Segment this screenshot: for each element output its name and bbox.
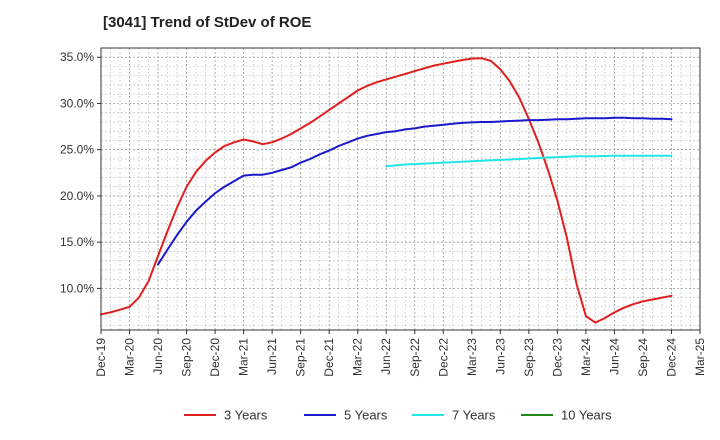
series-line-7-years [385,154,673,168]
x-tick-label: Jun-21 [265,338,279,375]
y-tick-label: 30.0% [60,96,94,110]
x-tick-label: Mar-23 [465,338,479,376]
series-lines [100,57,673,324]
grid-lines [100,47,701,330]
x-tick-label: Dec-23 [550,338,564,377]
x-tick-label: Jun-20 [151,338,165,375]
legend-label: 7 Years [452,408,496,423]
x-tick-label: Dec-22 [436,338,450,377]
series-line-5-years [157,116,673,266]
axis-labels: 10.0% 15.0% 20.0% 25.0% 30.0% 35.0% Dec-19 Mar-… [60,50,707,376]
plot-area-frame [100,47,701,331]
x-tick-label: Dec-21 [322,338,336,377]
legend-label: 10 Years [561,408,612,423]
x-tick-label: Sep-24 [636,338,650,377]
x-tick-label: Dec-19 [94,338,108,377]
x-tick-label: Mar-21 [237,338,251,376]
legend-label: 5 Years [344,408,388,423]
x-tick-label: Sep-23 [522,338,536,377]
x-tick-label: Mar-22 [351,338,365,376]
y-tick-label: 15.0% [60,235,94,249]
x-tick-label: Mar-20 [123,338,137,376]
y-tick-label: 20.0% [60,189,94,203]
chart-title: [3041] Trend of StDev of ROE [103,14,312,31]
x-tick-label: Dec-24 [664,338,678,377]
x-tick-label: Mar-25 [693,338,707,376]
series-line-3-years [100,57,673,324]
x-tick-label: Jun-24 [607,338,621,375]
x-tick-label: Sep-20 [180,338,194,377]
y-tick-label: 25.0% [60,143,94,157]
legend: 3 Years 5 Years 7 Years 10 Years [184,408,612,423]
x-tick-label: Sep-22 [408,338,422,377]
x-tick-label: Dec-20 [208,338,222,377]
y-tick-label: 10.0% [60,281,94,295]
x-tick-label: Mar-24 [579,338,593,376]
x-tick-label: Jun-22 [379,338,393,375]
y-tick-label: 35.0% [60,50,94,64]
x-tick-label: Jun-23 [493,338,507,375]
x-tick-label: Sep-21 [294,338,308,377]
legend-label: 3 Years [224,408,268,423]
